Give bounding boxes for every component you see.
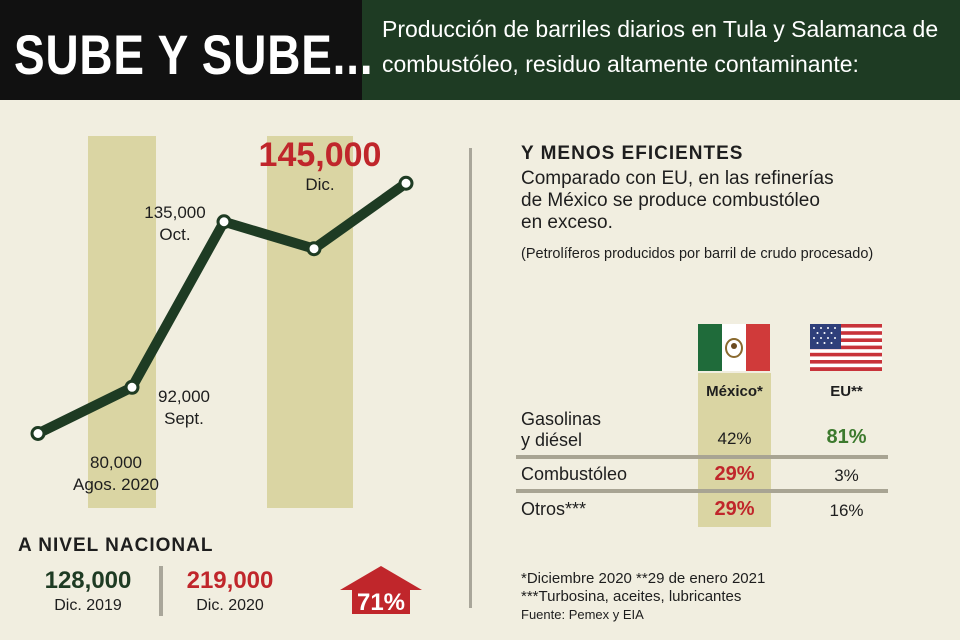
label-sep-date: Sept.: [164, 409, 204, 428]
data-point-2: [124, 379, 140, 395]
label-dic-value: 145,000: [259, 136, 382, 174]
mexico-flag-icon: [698, 324, 770, 371]
highlight-column-sept: [88, 136, 156, 508]
header-right-panel: [362, 0, 960, 100]
data-point-1: [30, 426, 46, 441]
footnote-otros: ***Turbosina, aceites, lubricantes: [521, 588, 742, 605]
row-label-otros: Otros***: [521, 499, 587, 519]
label-sep-value: 92,000: [158, 387, 210, 406]
increase-percent: 71%: [357, 589, 405, 616]
national-2020-label: Dic. 2020: [196, 597, 264, 614]
data-point-4: [306, 241, 322, 257]
data-point-5: [398, 175, 414, 191]
footnote-dates: *Diciembre 2020 **29 de enero 2021: [521, 570, 766, 587]
cell-otros-mexico: 29%: [714, 498, 755, 520]
row-label-gasolinas-b: y diésel: [521, 430, 583, 450]
efficiency-description: Comparado con EU, en las refinerías de M…: [521, 168, 861, 234]
headline: SUBE Y SUBE...: [14, 23, 374, 86]
efficiency-title: Y MENOS EFICIENTES: [521, 143, 744, 164]
efficiency-desc-line2: de México se produce combustóleo: [521, 190, 820, 211]
national-2020-value: 219,000: [186, 567, 274, 594]
mexico-highlight-column: [698, 373, 771, 527]
production-line-chart: 80,000 Agos. 2020 92,000 Sept. 135,000 O…: [30, 136, 414, 508]
cell-combustoleo-mexico: 29%: [714, 463, 755, 485]
national-2019-label: Dic. 2019: [54, 597, 122, 614]
national-2019-value: 128,000: [44, 567, 132, 594]
label-ago-date: Agos. 2020: [73, 475, 159, 494]
row-label-gasolinas-a: Gasolinas: [521, 409, 602, 429]
row-label-combustoleo: Combustóleo: [521, 464, 628, 484]
cell-gasolinas-eu: 81%: [826, 426, 867, 448]
label-oct-value: 135,000: [144, 203, 205, 222]
data-point-3: [216, 214, 232, 230]
cell-combustoleo-eu: 3%: [834, 466, 859, 485]
column-divider: [469, 148, 472, 608]
efficiency-note: (Petrolíferos producidos por barril de c…: [521, 246, 874, 262]
row-separator: [516, 489, 888, 493]
national-title: A NIVEL NACIONAL: [18, 535, 214, 556]
national-separator: [159, 566, 163, 616]
label-oct-date: Oct.: [159, 225, 190, 244]
col-header-eu: EU**: [830, 383, 863, 400]
efficiency-desc-line3: en exceso.: [521, 212, 613, 233]
highlight-column-dic: [267, 136, 353, 508]
footnotes: *Diciembre 2020 **29 de enero 2021 ***Tu…: [521, 570, 765, 624]
usa-flag-icon: [810, 324, 882, 371]
row-separator: [516, 455, 888, 459]
label-dic-date: Dic.: [305, 175, 334, 194]
cell-otros-eu: 16%: [829, 501, 864, 520]
increase-arrow-icon: 71%: [340, 566, 422, 616]
efficiency-desc-line1: Comparado con EU, en las refinerías: [521, 168, 834, 189]
col-header-mexico: México*: [706, 383, 763, 400]
row-label-gasolinas: Gasolinas y diésel: [521, 409, 601, 451]
cell-gasolinas-mexico: 42%: [717, 429, 752, 448]
footnote-source: Fuente: Pemex y EIA: [521, 607, 644, 622]
chart-subtitle: Producción de barriles diarios en Tula y…: [382, 16, 939, 77]
header-left-panel: [0, 0, 362, 100]
label-ago-value: 80,000: [90, 453, 142, 472]
